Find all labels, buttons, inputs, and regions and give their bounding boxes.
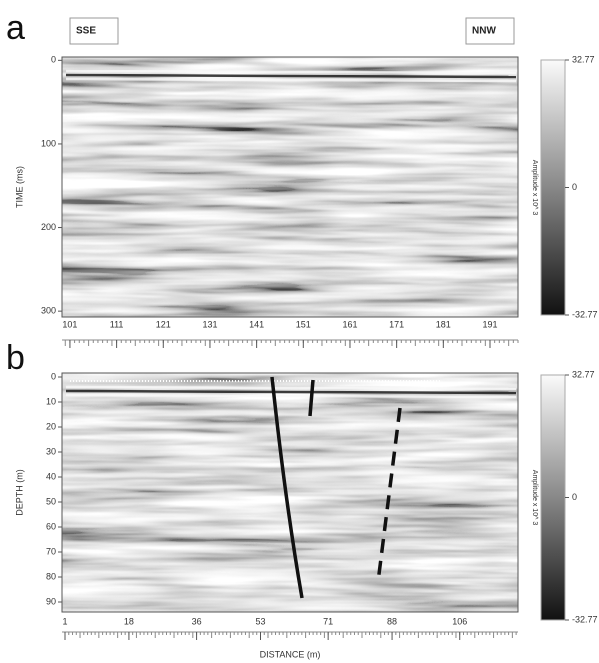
y-tick-label: 40	[46, 471, 56, 481]
y-axis-label: DEPTH (m)	[14, 469, 24, 516]
panel-label: b	[6, 339, 25, 377]
tag: SSE	[76, 26, 96, 37]
y-tick-label: 50	[46, 496, 56, 506]
colorbar	[540, 59, 566, 316]
x-tick-label: 171	[389, 319, 404, 329]
x-tick-label: 151	[296, 319, 311, 329]
x-tick-label: 71	[323, 616, 333, 626]
x-tick-label: 161	[342, 319, 357, 329]
reflector	[65, 77, 517, 83]
y-tick-label: 90	[46, 596, 56, 606]
y-tick-label: 200	[41, 222, 56, 232]
colorbar-label: Amplitude x 10^ 3	[531, 160, 538, 216]
colorbar-tick-label: 32.77	[572, 369, 595, 379]
reflector	[65, 69, 517, 75]
y-tick-label: 10	[46, 396, 56, 406]
fault	[270, 376, 304, 599]
x-tick-label: 121	[156, 319, 171, 329]
colorbar-label: Amplitude x 10^ 3	[531, 470, 538, 526]
x-tick-label: 18	[124, 616, 134, 626]
reflector	[65, 389, 517, 395]
y-tick-label: 20	[46, 421, 56, 431]
colorbar-tick-label: -32.77	[572, 309, 598, 319]
fault	[308, 379, 315, 417]
y-tick-label: 60	[46, 521, 56, 531]
colorbar-tick-label: -32.77	[572, 614, 598, 624]
y-tick-label: 300	[41, 306, 56, 316]
tag-box	[69, 17, 119, 45]
y-tick-label: 0	[51, 55, 56, 65]
x-tick-label: 191	[482, 319, 497, 329]
reflector	[65, 393, 517, 399]
colorbar-tick-label: 0	[572, 492, 577, 502]
plot-frame	[61, 372, 519, 613]
colorbar-tick-label: 0	[572, 182, 577, 192]
y-tick-label: 80	[46, 571, 56, 581]
x-tick-label: 141	[249, 319, 264, 329]
panel-label: a	[6, 9, 25, 47]
x-tick-label: 131	[202, 319, 217, 329]
y-tick-label: 0	[51, 371, 56, 381]
reflector	[65, 385, 517, 391]
x-tick-label: 36	[192, 616, 202, 626]
x-tick-label: 53	[255, 616, 265, 626]
fault	[376, 407, 402, 583]
radargram	[62, 57, 518, 317]
x-axis-label: DISTANCE (m)	[260, 649, 321, 659]
colorbar-tick-label: 32.77	[572, 54, 595, 64]
y-tick-label: 70	[46, 546, 56, 556]
x-tick-label: 101	[62, 319, 77, 329]
reflector	[65, 73, 517, 79]
y-tick-label: 100	[41, 138, 56, 148]
y-axis-label: TIME (ms)	[14, 166, 24, 208]
tag-box	[465, 17, 515, 45]
colorbar	[540, 374, 566, 621]
x-tick-label: 1	[62, 616, 67, 626]
radargram	[62, 373, 518, 612]
x-tick-label: 181	[436, 319, 451, 329]
plot-frame	[61, 56, 519, 318]
x-tick-label: 88	[387, 616, 397, 626]
x-tick-label: 111	[110, 319, 124, 329]
tag: NNW	[472, 26, 496, 37]
y-tick-label: 30	[46, 446, 56, 456]
x-tick-label: 106	[452, 616, 467, 626]
